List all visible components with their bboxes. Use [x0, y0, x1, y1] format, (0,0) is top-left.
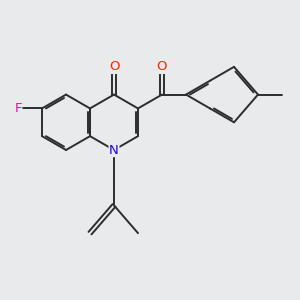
- Text: O: O: [109, 60, 119, 74]
- Text: O: O: [157, 60, 167, 74]
- Text: N: N: [109, 143, 119, 157]
- Text: F: F: [14, 102, 22, 115]
